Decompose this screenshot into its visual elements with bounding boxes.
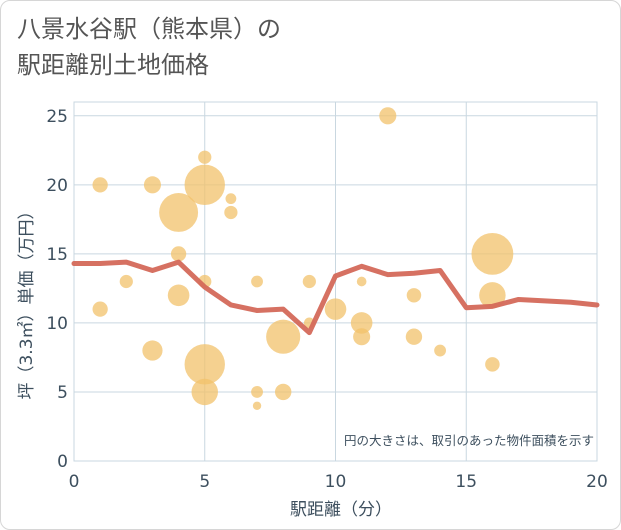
bubble-point <box>406 288 422 303</box>
bubble-point <box>184 164 225 206</box>
y-tick-label: 25 <box>46 107 68 127</box>
line-layer <box>71 259 600 336</box>
x-tick-label: 0 <box>69 472 80 492</box>
bubble-point <box>198 150 212 164</box>
x-tick-label: 10 <box>325 472 347 492</box>
bubble-point <box>302 274 316 289</box>
bubble-point <box>251 386 263 398</box>
bubble-point <box>405 328 423 345</box>
bubble-point <box>142 340 163 361</box>
bubble-point <box>275 383 292 401</box>
x-tick-label: 5 <box>199 472 210 492</box>
bubble-point <box>353 328 371 346</box>
y-tick-label: 0 <box>57 452 68 472</box>
bubble-point <box>434 344 447 357</box>
bubble-point <box>479 282 506 309</box>
x-axis-label: 駅距離（分） <box>290 500 392 520</box>
bubble-point <box>324 298 347 320</box>
y-tick-label: 10 <box>46 314 68 334</box>
bubble-point <box>143 176 161 194</box>
bubble-layer <box>92 107 514 410</box>
chart-title: 八景水谷駅（熊本県）の 駅距離別土地価格 <box>17 11 281 83</box>
bubble-point <box>170 246 187 262</box>
bubble-point <box>350 312 373 334</box>
chart-title-line-1: 八景水谷駅（熊本県）の <box>17 15 281 43</box>
bubble-point <box>251 275 263 288</box>
bubble-size-annotation: 円の大きさは、取引のあった物件面積を示す <box>344 433 594 448</box>
bubble-point <box>225 193 237 205</box>
bubble-point <box>471 232 514 275</box>
grid-layer <box>73 101 598 462</box>
bubble-point <box>92 177 108 193</box>
bubble-point <box>266 319 301 354</box>
x-tick-label: 20 <box>586 472 608 492</box>
average-price-line <box>71 259 600 336</box>
x-tick-label: 15 <box>455 472 477 492</box>
bubble-point <box>485 357 500 372</box>
bubble-point <box>252 401 262 410</box>
bubble-point <box>224 205 238 220</box>
bubble-point <box>191 378 218 406</box>
y-tick-label: 5 <box>57 383 68 403</box>
axis-layer: 0 5 10 15 20 0 5 10 15 20 25 <box>46 107 607 492</box>
bubble-point <box>119 274 133 289</box>
bubble-point <box>92 301 108 317</box>
chart-title-line-2: 駅距離別土地価格 <box>17 51 209 79</box>
bubble-point <box>379 107 397 125</box>
bubble-point <box>167 284 190 307</box>
y-tick-label: 15 <box>46 245 68 265</box>
bubble-point <box>159 192 199 232</box>
bubble-point <box>184 344 225 385</box>
y-tick-label: 20 <box>46 176 68 196</box>
y-axis-label: 坪（3.3㎡）単価（万円） <box>17 202 37 399</box>
bubble-point <box>356 276 367 287</box>
